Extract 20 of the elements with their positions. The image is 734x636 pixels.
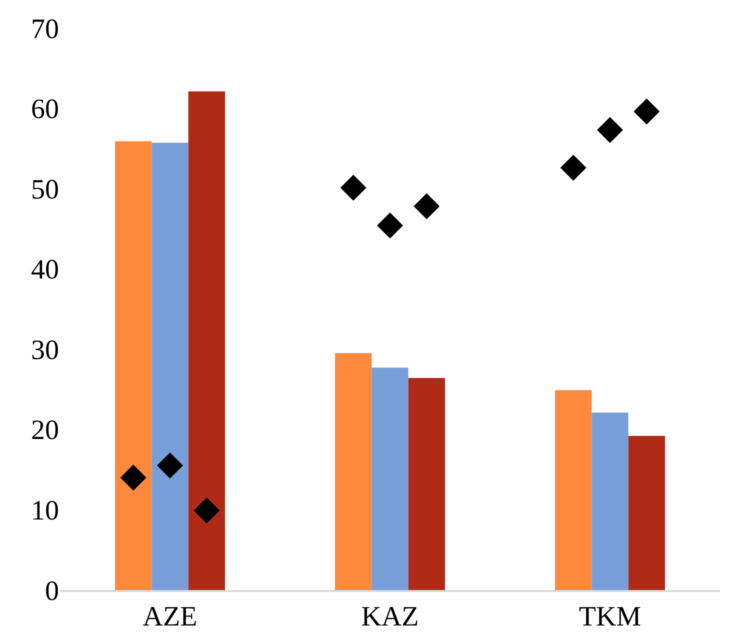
bar bbox=[115, 141, 152, 590]
bar bbox=[408, 378, 445, 590]
bar bbox=[555, 390, 592, 590]
y-tick-label: 10 bbox=[31, 496, 59, 527]
y-tick-label: 0 bbox=[45, 576, 59, 607]
x-tick-label: TKM bbox=[578, 601, 642, 632]
y-tick-label: 60 bbox=[31, 94, 59, 126]
bar bbox=[152, 142, 188, 590]
bar bbox=[188, 91, 225, 590]
x-tick-label: KAZ bbox=[361, 601, 419, 632]
bar bbox=[335, 353, 372, 590]
y-tick-label: 50 bbox=[31, 174, 59, 206]
y-tick-label: 40 bbox=[31, 254, 59, 286]
x-tick-label: AZE bbox=[142, 601, 198, 632]
bar bbox=[628, 436, 665, 590]
y-tick-label: 70 bbox=[31, 14, 59, 45]
y-tick-label: 20 bbox=[31, 415, 59, 446]
bar bbox=[372, 368, 408, 590]
bar bbox=[592, 412, 628, 590]
y-tick-label: 30 bbox=[31, 334, 59, 366]
